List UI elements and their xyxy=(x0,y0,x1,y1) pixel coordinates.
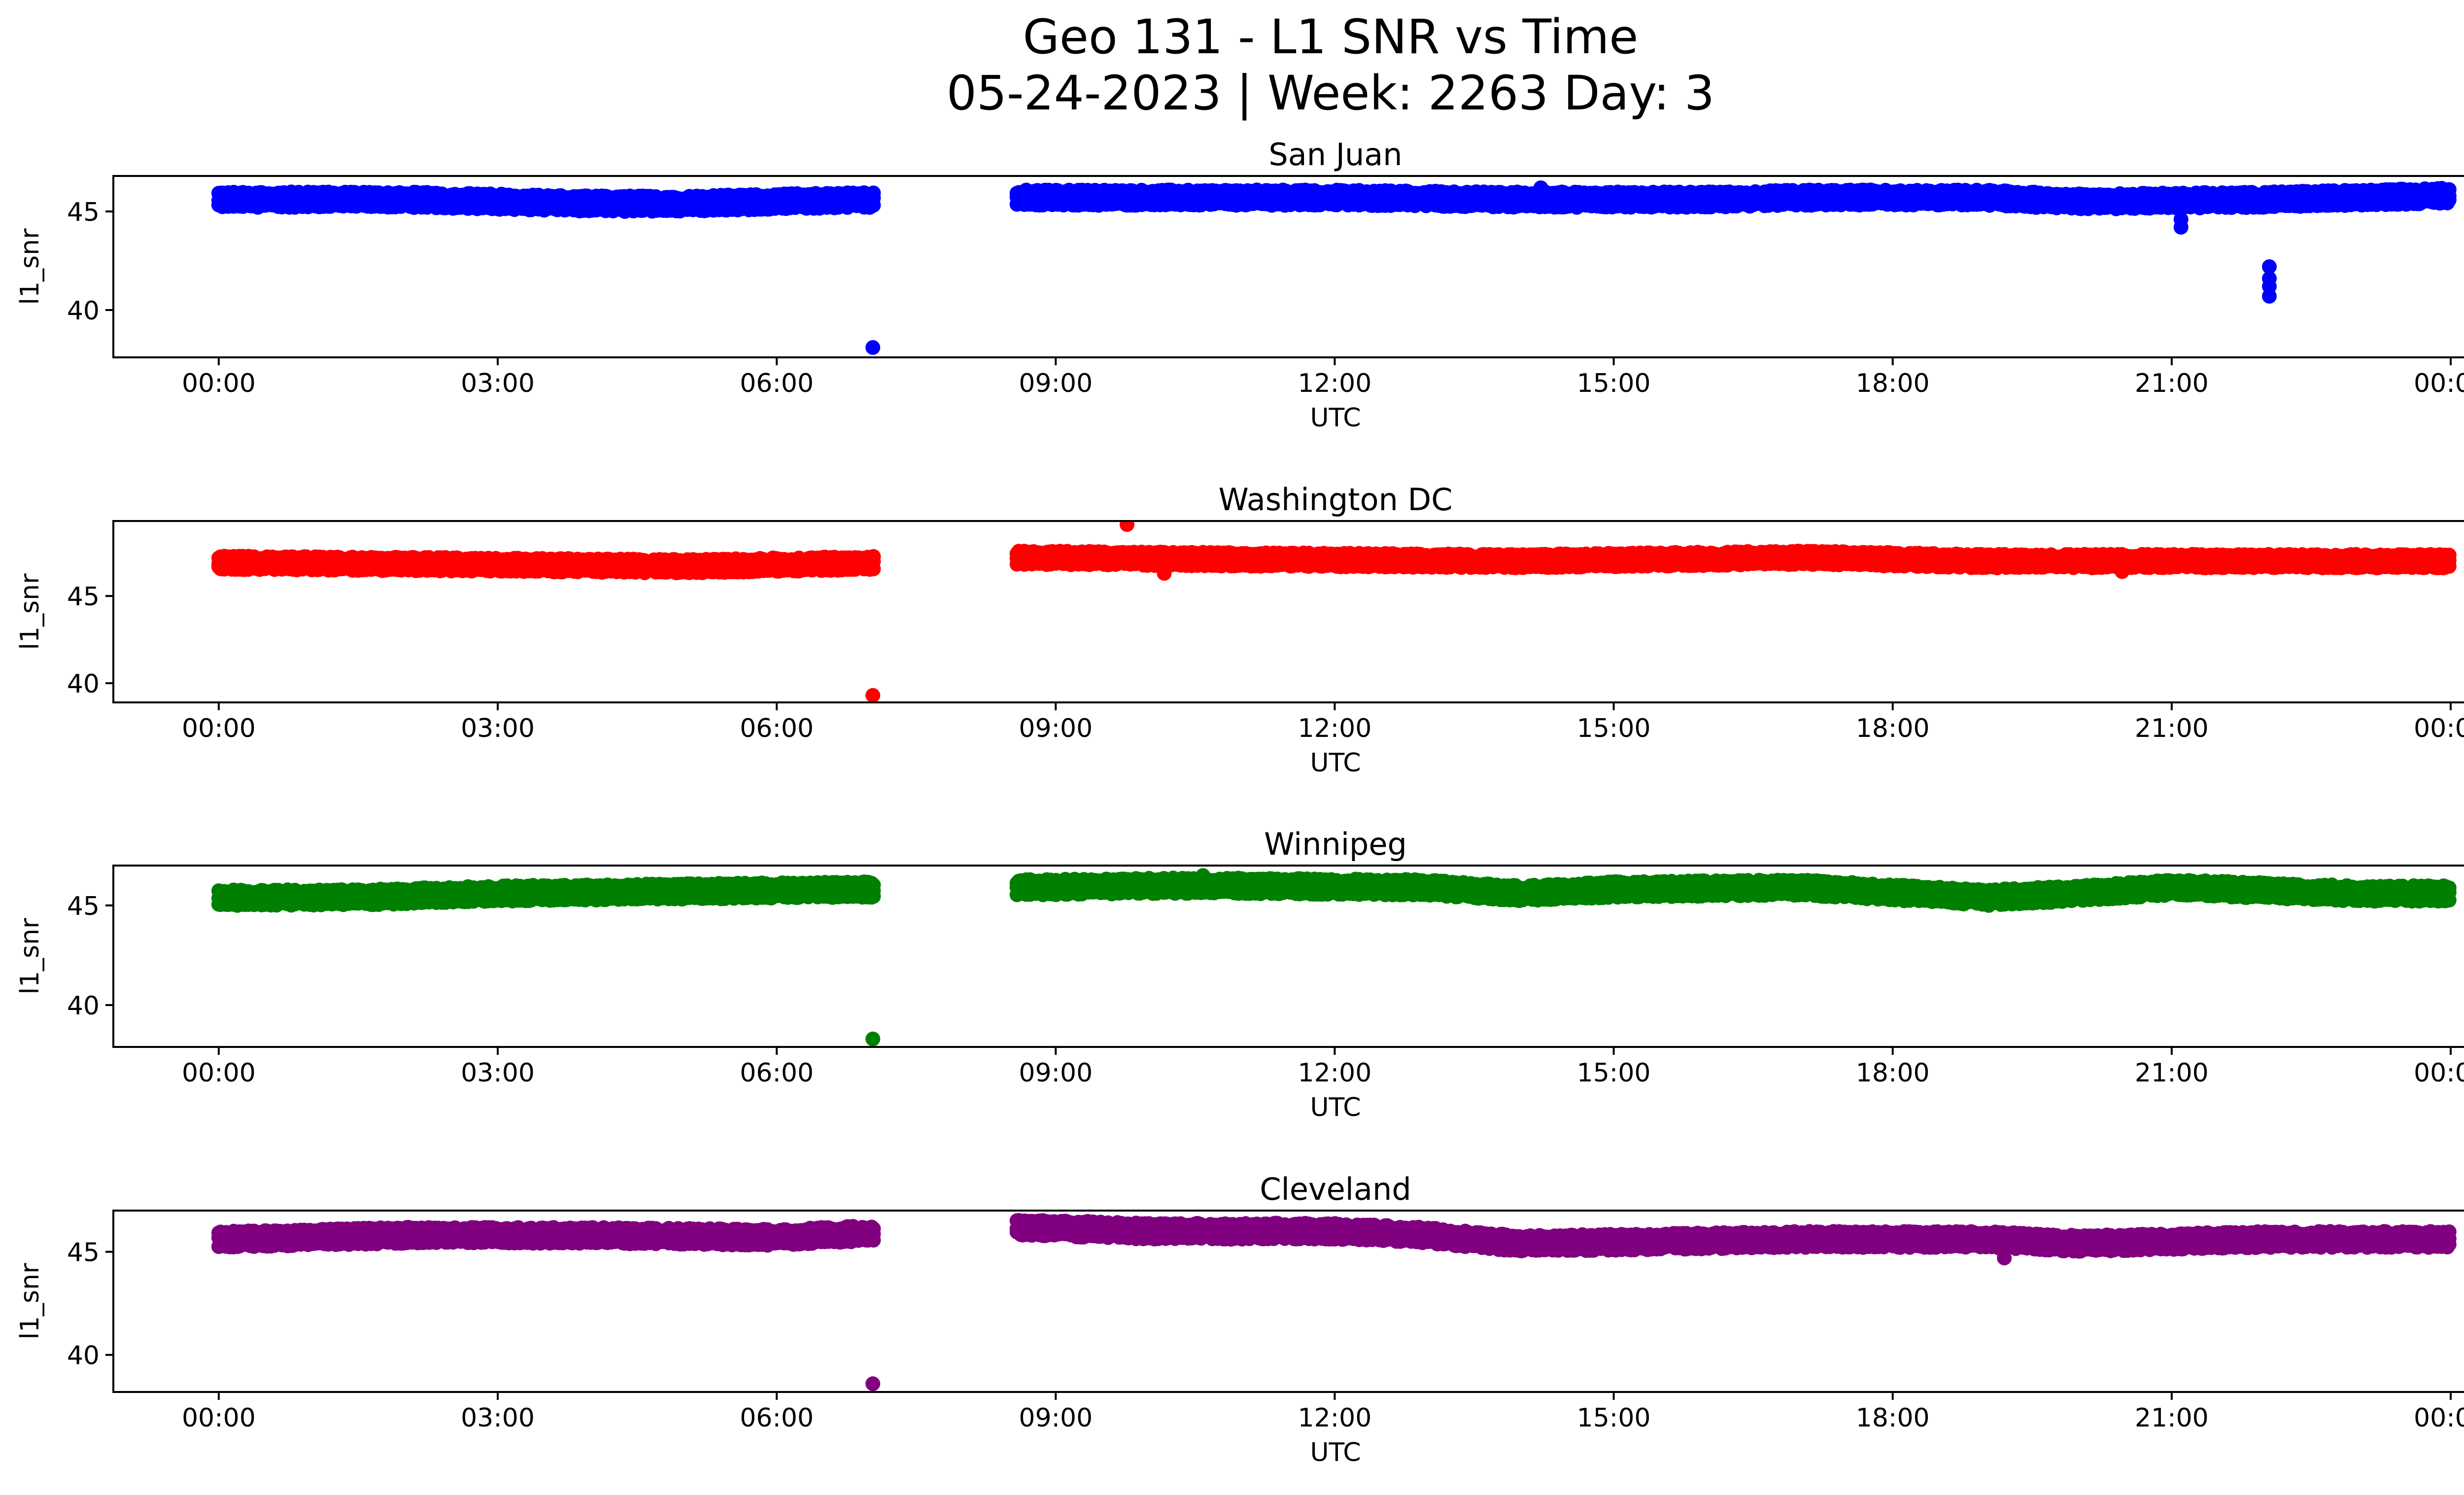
scatter-series xyxy=(211,521,2457,702)
data-point xyxy=(866,549,881,564)
x-axis-label: UTC xyxy=(1310,403,1361,433)
outlier-point xyxy=(2262,271,2277,286)
figure-title-line2: 05-24-2023 | Week: 2263 Day: 3 xyxy=(947,66,1715,121)
scatter-series xyxy=(211,180,2457,355)
data-point xyxy=(866,185,881,201)
subplots: San Juan 00:00 03:00 06:00 09:00 12:00 15:00 18… xyxy=(15,137,2464,1467)
outlier-point xyxy=(2173,212,2189,227)
figure-title-line1: Geo 131 - L1 SNR vs Time xyxy=(1023,9,1639,65)
outlier-point xyxy=(617,204,632,219)
x-tick-label: 03:00 xyxy=(461,369,535,398)
subplot-title: San Juan xyxy=(1268,137,1402,173)
x-tick-label: 00:00 xyxy=(182,369,256,398)
x-tick-label: 21:00 xyxy=(2135,369,2209,398)
x-tick-label: 12:00 xyxy=(1298,369,1371,398)
x-tick-label: 00:00 xyxy=(2414,369,2464,398)
outlier-point xyxy=(2262,259,2277,274)
outlier-point xyxy=(865,340,881,355)
x-tick-label: 09:00 xyxy=(1019,369,1093,398)
y-axis-label: l1_snr xyxy=(15,228,45,305)
x-tick-label: 06:00 xyxy=(740,369,814,398)
x-tick-label: 18:00 xyxy=(1856,369,1930,398)
y-tick-label: 40 xyxy=(67,296,100,326)
outlier-point xyxy=(1533,180,1548,195)
data-point xyxy=(2441,182,2457,197)
subplot-san-juan: San Juan 00:00 03:00 06:00 09:00 12:00 15:00 18… xyxy=(15,137,2464,433)
x-tick-label: 15:00 xyxy=(1577,369,1651,398)
y-tick-label: 45 xyxy=(67,198,100,227)
